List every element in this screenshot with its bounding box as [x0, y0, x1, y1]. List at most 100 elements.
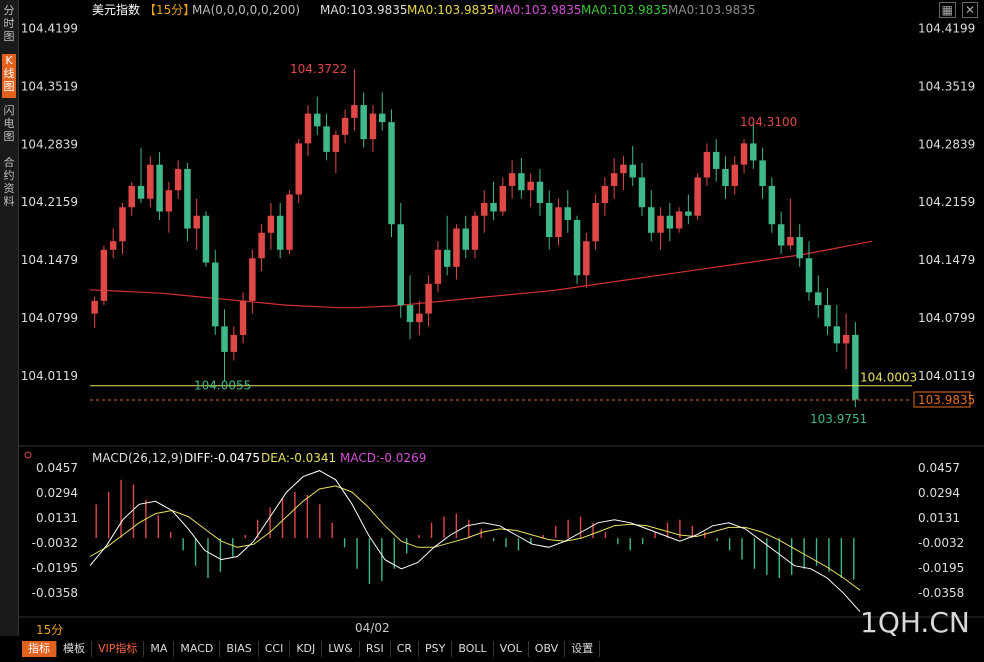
ma-params: MA(0,0,0,0,0,200)	[192, 3, 300, 17]
candle-body-29	[360, 105, 367, 140]
toolbar-item-0[interactable]: 指标	[22, 641, 57, 657]
candle-body-66	[703, 151, 711, 178]
candle-body-22	[295, 143, 302, 195]
toolbar-item-13[interactable]: VOL	[494, 641, 529, 657]
price-tick-right-3: 104.2159	[918, 195, 975, 209]
toolbar-item-5[interactable]: BIAS	[220, 641, 259, 657]
tab-flash[interactable]: 闪电图	[3, 104, 15, 143]
diff-line	[89, 470, 861, 613]
candle-body-38	[443, 249, 451, 267]
kline-chart[interactable]: 美元指数 【15分】MA(0,0,0,0,0,200) MA0:103.9835 MA…	[18, 0, 984, 636]
tab-timeshare[interactable]: 分时图	[3, 4, 15, 43]
candle-body-81	[842, 334, 850, 344]
instrument-name: 美元指数	[92, 2, 140, 17]
candle-body-67	[712, 151, 720, 169]
price-tick-right-1: 104.3519	[918, 79, 975, 93]
low-right-label: 103.9751	[810, 412, 867, 426]
candle-body-76	[796, 237, 803, 259]
toolbar-item-7[interactable]: KDJ	[290, 641, 323, 657]
candle-body-72	[759, 160, 766, 186]
period-tag: 【15分】	[144, 3, 195, 17]
hline-label: 104.0003	[860, 371, 917, 385]
candle-body-12	[202, 215, 210, 263]
toolbar-item-11[interactable]: PSY	[419, 641, 453, 657]
candle-body-19	[267, 215, 275, 233]
ma-value-0: MA0:103.9835	[320, 3, 408, 17]
candle-body-51	[564, 207, 572, 220]
toolbar-item-15[interactable]: 设置	[565, 641, 601, 657]
macd-tick-left-4: -0.0195	[32, 561, 78, 575]
macd-settings-icon	[24, 451, 32, 459]
candle-body-32	[388, 122, 395, 225]
candle-body-20	[276, 215, 284, 250]
candle-body-68	[722, 168, 729, 186]
candle-body-79	[824, 305, 831, 327]
candle-body-63	[675, 211, 683, 229]
candle-body-82	[852, 334, 859, 400]
close-icon[interactable]: ✕	[961, 2, 978, 18]
toolbar-item-2[interactable]: VIP指标	[92, 641, 145, 657]
candle-body-16	[239, 300, 247, 335]
price-tick-right-4: 104.1479	[918, 253, 975, 267]
toolbar-item-9[interactable]: RSI	[360, 641, 391, 657]
candle-body-7	[156, 164, 163, 212]
macd-tick-right-3: -0.0032	[918, 536, 964, 550]
candle-body-37	[434, 249, 442, 284]
candle-body-27	[341, 117, 349, 135]
toolbar-item-4[interactable]: MACD	[174, 641, 221, 657]
ma-value-3: MA0:103.9835	[581, 3, 669, 17]
candle-body-18	[258, 232, 265, 259]
candle-body-49	[545, 202, 553, 238]
price-tick-left-2: 104.2839	[21, 137, 78, 151]
toolbar-item-8[interactable]: LW&	[322, 641, 360, 657]
ma-value-1: MA0:103.9835	[407, 3, 495, 17]
candle-body-52	[573, 220, 581, 276]
candle-body-8	[165, 190, 173, 212]
candle-body-65	[694, 177, 701, 216]
macd-diff: DIFF:-0.0475	[184, 451, 260, 465]
grid-icon[interactable]: ▦	[938, 2, 956, 18]
toolbar-item-6[interactable]: CCI	[259, 641, 291, 657]
indicator-toolbar: 指标 模板 VIP指标 MA MACD BIAS CCI KDJ LW& RSI CR PSY BOLL…	[22, 639, 601, 659]
macd-tick-left-1: 0.0294	[36, 486, 78, 500]
candle-body-46	[518, 173, 525, 191]
candle-body-54	[592, 202, 599, 242]
price-tick-left-0: 104.4199	[21, 22, 78, 36]
window-controls: ▦ ✕	[933, 2, 978, 18]
candle-body-74	[777, 224, 785, 246]
candle-body-25	[323, 126, 330, 152]
candle-body-30	[369, 113, 377, 140]
tab-contract-info[interactable]: 合约资料	[3, 156, 15, 208]
candle-body-62	[666, 215, 674, 229]
toolbar-item-14[interactable]: OBV	[529, 641, 566, 657]
candle-body-5	[137, 185, 145, 199]
toolbar-item-3[interactable]: MA	[144, 641, 175, 657]
price-tick-left-5: 104.0799	[21, 311, 78, 325]
candle-body-21	[286, 194, 293, 250]
candle-body-59	[638, 177, 646, 208]
candle-body-55	[601, 185, 609, 203]
candle-body-47	[527, 181, 534, 191]
toolbar-item-12[interactable]: BOLL	[452, 641, 494, 657]
candle-body-23	[304, 113, 312, 144]
date-axis-label: 04/02	[355, 621, 390, 635]
toolbar-item-1[interactable]: 模板	[57, 641, 92, 657]
candle-body-34	[406, 305, 414, 323]
candle-body-60	[648, 207, 655, 233]
candle-body-11	[193, 215, 200, 229]
toolbar-item-10[interactable]: CR	[391, 641, 420, 657]
ma-value-2: MA0:103.9835	[494, 3, 582, 17]
tab-kline[interactable]: K线图	[2, 54, 16, 98]
macd-tick-right-5: -0.0358	[918, 586, 964, 600]
candle-body-70	[740, 143, 748, 165]
candle-body-44	[499, 185, 507, 212]
candle-body-28	[351, 105, 358, 118]
ma-value-4: MA0:103.9835	[668, 3, 756, 17]
side-tab-bar: 分时图 K线图 闪电图 合约资料	[0, 0, 19, 636]
dea-line	[89, 485, 861, 591]
candle-body-71	[750, 143, 757, 161]
candle-body-9	[174, 168, 182, 191]
high-label: 104.3722	[290, 62, 347, 76]
ma200-line	[89, 240, 873, 309]
candle-body-73	[768, 185, 776, 225]
